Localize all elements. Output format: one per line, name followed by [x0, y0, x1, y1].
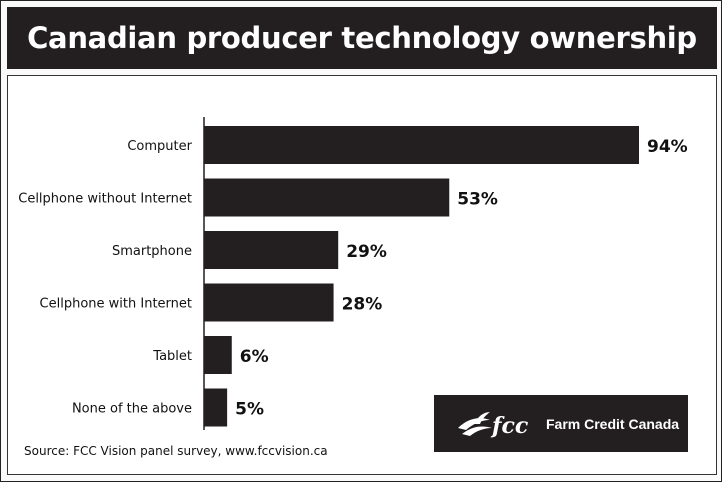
- category-label: Cellphone without Internet: [18, 192, 192, 207]
- bar: [204, 231, 339, 269]
- category-label: None of the above: [72, 402, 192, 417]
- chart-title: Canadian producer technology ownership: [7, 7, 717, 69]
- source-note: Source: FCC Vision panel survey, www.fcc…: [24, 444, 328, 458]
- value-label: 29%: [346, 242, 387, 262]
- value-label: 53%: [457, 190, 498, 210]
- category-label: Cellphone with Internet: [40, 297, 192, 312]
- category-label: Tablet: [152, 349, 192, 364]
- brand-name: Farm Credit Canada: [546, 415, 680, 432]
- value-label: 94%: [647, 137, 688, 157]
- value-label: 6%: [240, 347, 269, 367]
- bar: [204, 126, 639, 164]
- brand-logo-box: fcc Farm Credit Canada: [434, 395, 688, 452]
- svg-text:fcc: fcc: [490, 413, 529, 439]
- bar: [204, 283, 334, 322]
- bar: [204, 178, 450, 217]
- category-label: Smartphone: [112, 244, 192, 259]
- value-label: 28%: [342, 295, 383, 315]
- bar: [204, 388, 228, 427]
- category-label: Computer: [127, 139, 192, 154]
- fcc-logo-icon: fcc: [458, 411, 529, 439]
- bar: [204, 336, 232, 374]
- value-label: 5%: [235, 400, 264, 420]
